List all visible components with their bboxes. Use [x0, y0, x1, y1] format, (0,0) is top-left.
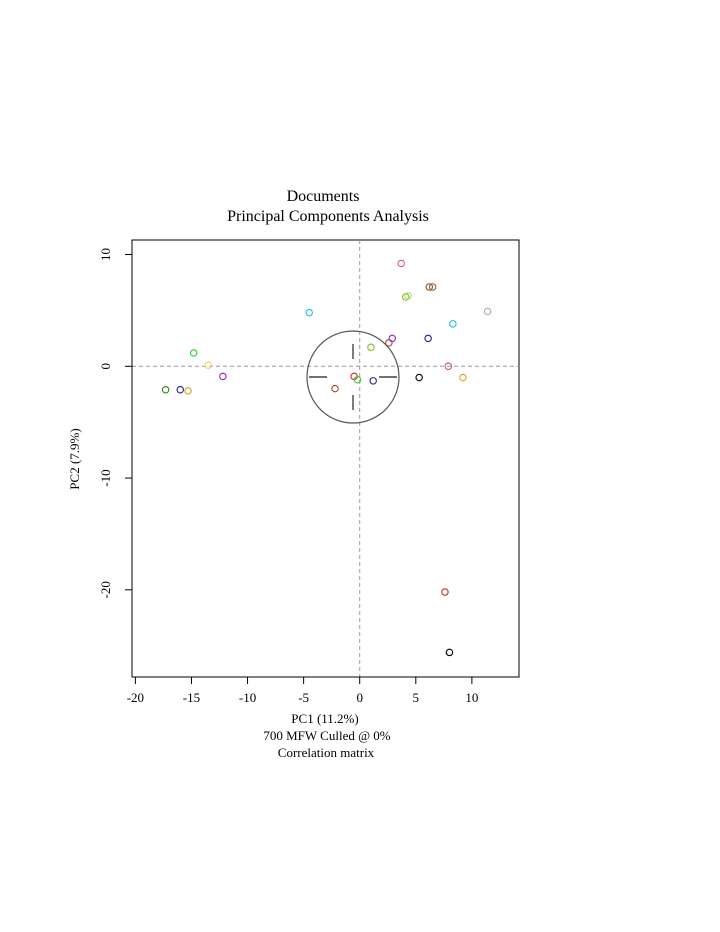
chart-subtitle: Principal Components Analysis	[227, 208, 429, 225]
y-axis: 10 0 -10 -20	[98, 248, 133, 598]
data-point	[428, 283, 437, 291]
data-point	[404, 292, 412, 300]
y-tick-label: 10	[98, 248, 113, 261]
data-point	[449, 320, 457, 328]
data-points	[161, 259, 492, 657]
data-point	[385, 339, 393, 347]
data-point	[367, 343, 375, 352]
plot-frame	[131, 239, 520, 678]
data-point	[459, 373, 467, 382]
x-tick-label: 0	[356, 690, 363, 705]
data-point	[444, 362, 453, 371]
data-point	[397, 259, 405, 268]
x-axis: -20 -15 -10 -5 0 5 10	[127, 676, 478, 705]
data-point	[204, 361, 213, 369]
data-point	[353, 375, 362, 384]
data-point	[161, 386, 170, 394]
data-point	[483, 307, 492, 316]
data-point	[219, 372, 227, 381]
y-tick-label: -10	[98, 469, 113, 486]
caption-mfw: 700 MFW Culled @ 0%	[263, 728, 390, 743]
y-tick-label: -20	[98, 581, 113, 598]
x-tick-label: -20	[127, 690, 144, 705]
data-point	[441, 588, 449, 596]
data-point	[445, 648, 454, 657]
reticle-circle	[306, 330, 400, 424]
data-point	[305, 308, 313, 317]
x-tick-label: -5	[298, 690, 309, 705]
x-tick-label: 5	[413, 690, 420, 705]
caption-matrix: Correlation matrix	[278, 745, 375, 760]
data-point	[184, 387, 192, 395]
x-tick-label: -10	[239, 690, 256, 705]
chart-title: Documents	[287, 188, 360, 205]
data-point	[388, 334, 396, 343]
data-point	[369, 377, 377, 385]
x-tick-label: 10	[465, 690, 478, 705]
data-point	[331, 384, 339, 393]
y-axis-title: PC2 (7.9%)	[67, 428, 82, 489]
data-point	[424, 334, 432, 343]
data-point	[176, 386, 184, 394]
data-point	[189, 349, 198, 357]
data-point	[425, 283, 434, 291]
y-tick-label: 0	[98, 363, 113, 370]
x-axis-title: PC1 (11.2%)	[291, 711, 358, 726]
data-point	[415, 373, 423, 382]
reticle-marker	[306, 330, 400, 424]
x-tick-label: -15	[183, 690, 200, 705]
